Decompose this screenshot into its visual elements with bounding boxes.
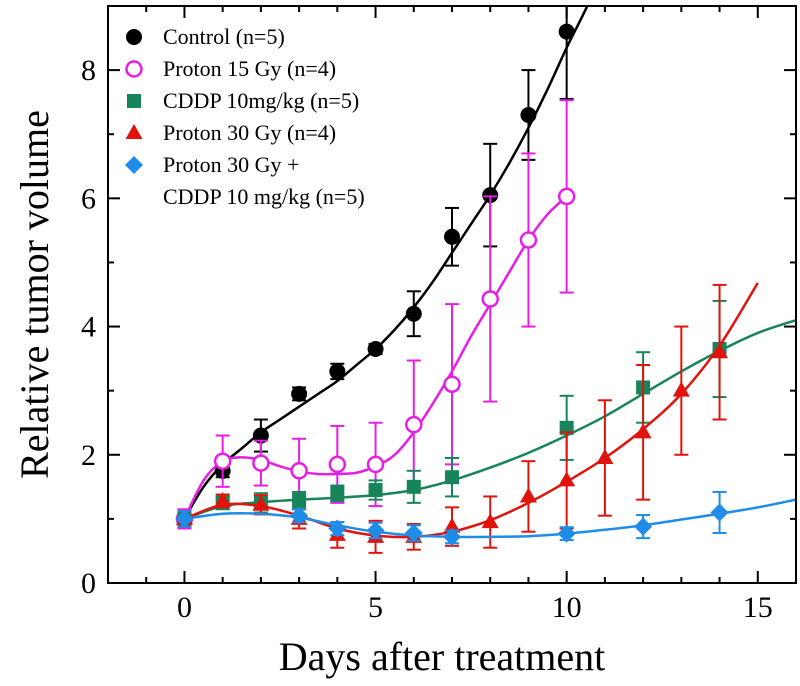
data-point: [252, 495, 270, 511]
data-point: [329, 363, 346, 380]
data-point: [482, 187, 499, 204]
data-point: [330, 486, 345, 501]
data-point: [404, 523, 423, 542]
legend: Control (n=5) Proton 15 Gy (n=4) CDDP 10mg…: [125, 24, 365, 209]
y-tick-label: 0: [81, 567, 96, 600]
legend-marker: [125, 156, 143, 174]
data-point: [444, 228, 460, 245]
data-point: [366, 521, 385, 540]
data-point: [558, 471, 576, 487]
x-axis-title: Days after treatment: [279, 634, 606, 679]
data-point: [557, 524, 576, 543]
legend-item-1: Proton 15 Gy (n=4): [125, 56, 336, 81]
data-point: [291, 385, 308, 402]
data-point: [252, 454, 270, 472]
series-2: [177, 299, 796, 527]
data-point: [596, 448, 614, 464]
data-point: [710, 503, 729, 522]
data-point: [443, 375, 461, 394]
data-point: [481, 290, 499, 308]
data-point: [328, 519, 347, 538]
data-point: [443, 517, 461, 533]
legend-item-0: Control (n=5): [126, 24, 285, 49]
legend-marker: [125, 124, 143, 139]
legend-marker: [127, 94, 141, 108]
data-point: [634, 517, 653, 536]
data-point: [519, 231, 538, 249]
y-tick-label: 6: [81, 182, 96, 215]
series-4: [175, 490, 796, 546]
plot-area: [175, 6, 796, 554]
series-0: [176, 6, 589, 527]
data-point: [213, 452, 232, 470]
data-point: [367, 340, 384, 357]
legend-label: CDDP 10 mg/kg (n=5): [163, 184, 365, 209]
legend-item-3: Proton 30 Gy (n=4): [125, 120, 336, 145]
data-point: [558, 23, 575, 40]
y-tick-label: 8: [81, 54, 96, 87]
data-point: [175, 509, 194, 528]
legend-label: Proton 30 Gy (n=4): [163, 120, 336, 145]
legend-marker: [126, 29, 142, 45]
data-point: [634, 423, 652, 439]
data-point: [290, 462, 308, 480]
data-point: [445, 470, 459, 485]
y-tick-label: 4: [81, 311, 96, 344]
data-point: [328, 455, 347, 474]
legend-label: CDDP 10mg/kg (n=5): [163, 88, 359, 113]
legend-marker: [125, 60, 143, 78]
x-tick-label: 15: [743, 591, 773, 624]
data-point: [519, 487, 537, 503]
data-point: [292, 492, 307, 507]
axes: 0 5 10 15 0 2 4 6 8: [81, 5, 797, 624]
data-point: [520, 106, 537, 123]
y-tick-label: 2: [81, 439, 96, 472]
data-point: [406, 479, 421, 494]
data-point: [366, 455, 385, 474]
data-point: [405, 305, 422, 322]
data-point: [481, 513, 499, 529]
legend-item-2: CDDP 10mg/kg (n=5): [127, 88, 359, 113]
data-point: [711, 343, 729, 359]
x-tick-label: 5: [368, 591, 383, 624]
x-tick-label: 0: [177, 591, 192, 624]
data-point: [672, 381, 690, 397]
data-point: [443, 527, 461, 546]
data-point: [214, 491, 232, 507]
fit-line-2: [184, 318, 796, 521]
data-point: [405, 415, 423, 434]
data-point: [290, 506, 309, 525]
legend-label: Proton 15 Gy (n=4): [163, 56, 336, 81]
data-point: [252, 427, 269, 444]
y-axis-title: Relative tumor volume: [12, 110, 57, 479]
legend-label: Proton 30 Gy +: [163, 152, 299, 177]
fit-line-4: [184, 498, 796, 539]
fit-line-3: [183, 282, 759, 539]
data-point: [557, 187, 576, 206]
legend-label: Control (n=5): [163, 24, 285, 49]
data-point: [368, 483, 383, 498]
x-tick-label: 10: [552, 591, 582, 624]
series-1: [175, 99, 576, 530]
legend-item-4: Proton 30 Gy + CDDP 10 mg/kg (n=5): [125, 152, 365, 209]
